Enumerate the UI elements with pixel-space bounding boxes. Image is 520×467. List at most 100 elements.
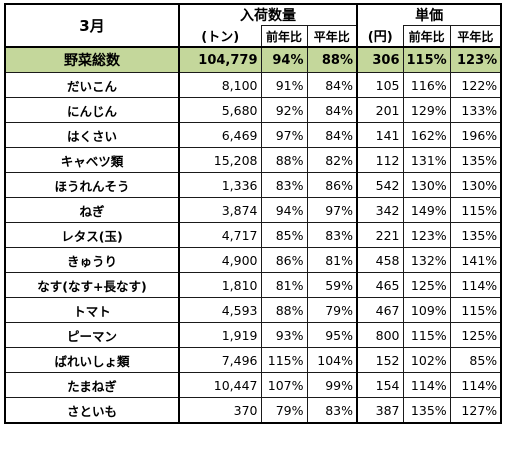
row-price-prev-year: 125% — [402, 272, 451, 298]
row-price: 154 — [356, 372, 404, 398]
vegetable-price-table: 3月 入荷数量 単価 (トン) 前年比 平年比 (円) 前年比 平年比 野菜総数… — [4, 3, 503, 424]
row-price: 800 — [356, 322, 404, 348]
row-volume-avg-year: 83% — [306, 397, 358, 424]
table-row: ねぎ 3,874 94% 97% 342 149% 115% — [4, 197, 502, 223]
row-price-avg-year: 127% — [449, 397, 502, 424]
volume-avg-year-header: 平年比 — [306, 25, 358, 48]
row-price-avg-year: 123% — [449, 46, 502, 73]
table-row: きゅうり 4,900 86% 81% 458 132% 141% — [4, 247, 502, 273]
row-price-avg-year: 114% — [449, 372, 502, 398]
table-row: たまねぎ 10,447 107% 99% 154 114% 114% — [4, 372, 502, 398]
row-volume-prev-year: 83% — [260, 172, 308, 198]
row-price-avg-year: 135% — [449, 147, 502, 173]
row-volume: 4,900 — [178, 247, 262, 273]
table-row: はくさい 6,469 97% 84% 141 162% 196% — [4, 122, 502, 148]
row-volume-avg-year: 99% — [306, 372, 358, 398]
row-price-avg-year: 85% — [449, 347, 502, 373]
row-volume-prev-year: 79% — [260, 397, 308, 424]
row-volume-avg-year: 83% — [306, 222, 358, 248]
row-volume-prev-year: 107% — [260, 372, 308, 398]
row-price-avg-year: 133% — [449, 97, 502, 123]
price-prev-year-header: 前年比 — [402, 25, 451, 48]
row-price-avg-year: 135% — [449, 222, 502, 248]
row-volume-avg-year: 104% — [306, 347, 358, 373]
row-price: 105 — [356, 72, 404, 98]
row-price-prev-year: 123% — [402, 222, 451, 248]
table-row: なす(なす+長なす) 1,810 81% 59% 465 125% 114% — [4, 272, 502, 298]
row-volume-avg-year: 84% — [306, 97, 358, 123]
row-volume-prev-year: 88% — [260, 147, 308, 173]
row-price-avg-year: 196% — [449, 122, 502, 148]
row-price-avg-year: 115% — [449, 197, 502, 223]
row-volume-prev-year: 86% — [260, 247, 308, 273]
row-volume: 1,336 — [178, 172, 262, 198]
row-volume: 104,779 — [178, 46, 262, 73]
row-price-prev-year: 115% — [402, 46, 451, 73]
volume-unit-header: (トン) — [178, 25, 262, 48]
table-row: だいこん 8,100 91% 84% 105 116% 122% — [4, 72, 502, 98]
row-price-prev-year: 162% — [402, 122, 451, 148]
row-name: たまねぎ — [4, 372, 180, 398]
row-price-avg-year: 141% — [449, 247, 502, 273]
row-price-prev-year: 135% — [402, 397, 451, 424]
row-price: 467 — [356, 297, 404, 323]
row-name: ピーマン — [4, 322, 180, 348]
row-volume: 3,874 — [178, 197, 262, 223]
row-name: さといも — [4, 397, 180, 424]
row-volume: 4,717 — [178, 222, 262, 248]
row-volume-avg-year: 84% — [306, 122, 358, 148]
vegetable-price-table-wrapper: 3月 入荷数量 単価 (トン) 前年比 平年比 (円) 前年比 平年比 野菜総数… — [4, 3, 503, 424]
row-name: キャベツ類 — [4, 147, 180, 173]
row-volume-prev-year: 81% — [260, 272, 308, 298]
row-name: にんじん — [4, 97, 180, 123]
row-volume: 15,208 — [178, 147, 262, 173]
row-price-avg-year: 122% — [449, 72, 502, 98]
row-price: 141 — [356, 122, 404, 148]
row-price-prev-year: 149% — [402, 197, 451, 223]
row-volume-avg-year: 82% — [306, 147, 358, 173]
row-name: トマト — [4, 297, 180, 323]
row-volume-prev-year: 85% — [260, 222, 308, 248]
row-price-prev-year: 131% — [402, 147, 451, 173]
row-price-prev-year: 130% — [402, 172, 451, 198]
row-price: 458 — [356, 247, 404, 273]
row-price: 221 — [356, 222, 404, 248]
row-price-prev-year: 109% — [402, 297, 451, 323]
row-price-avg-year: 114% — [449, 272, 502, 298]
row-volume-avg-year: 86% — [306, 172, 358, 198]
row-price: 465 — [356, 272, 404, 298]
total-row: 野菜総数 104,779 94% 88% 306 115% 123% — [4, 46, 502, 73]
row-volume: 4,593 — [178, 297, 262, 323]
row-name: だいこん — [4, 72, 180, 98]
row-price: 342 — [356, 197, 404, 223]
row-name: きゅうり — [4, 247, 180, 273]
row-volume-prev-year: 91% — [260, 72, 308, 98]
row-price-prev-year: 132% — [402, 247, 451, 273]
row-volume: 370 — [178, 397, 262, 424]
row-volume-prev-year: 88% — [260, 297, 308, 323]
row-name: 野菜総数 — [4, 46, 180, 73]
row-volume: 5,680 — [178, 97, 262, 123]
volume-prev-year-header: 前年比 — [260, 25, 308, 48]
row-volume-avg-year: 59% — [306, 272, 358, 298]
row-price: 201 — [356, 97, 404, 123]
row-price: 152 — [356, 347, 404, 373]
month-header: 3月 — [4, 3, 180, 48]
row-price-avg-year: 115% — [449, 297, 502, 323]
table-row: ピーマン 1,919 93% 95% 800 115% 125% — [4, 322, 502, 348]
row-volume-avg-year: 95% — [306, 322, 358, 348]
table-row: トマト 4,593 88% 79% 467 109% 115% — [4, 297, 502, 323]
row-price: 306 — [356, 46, 404, 73]
table-row: ばれいしょ類 7,496 115% 104% 152 102% 85% — [4, 347, 502, 373]
price-avg-year-header: 平年比 — [449, 25, 502, 48]
row-volume: 1,810 — [178, 272, 262, 298]
price-group-header: 単価 — [355, 3, 502, 26]
row-volume: 7,496 — [178, 347, 262, 373]
price-unit-header: (円) — [356, 25, 404, 48]
row-price-prev-year: 102% — [402, 347, 451, 373]
row-name: ばれいしょ類 — [4, 347, 180, 373]
row-price: 542 — [356, 172, 404, 198]
row-volume-avg-year: 79% — [306, 297, 358, 323]
row-volume-prev-year: 94% — [260, 46, 308, 73]
row-volume-prev-year: 97% — [260, 122, 308, 148]
